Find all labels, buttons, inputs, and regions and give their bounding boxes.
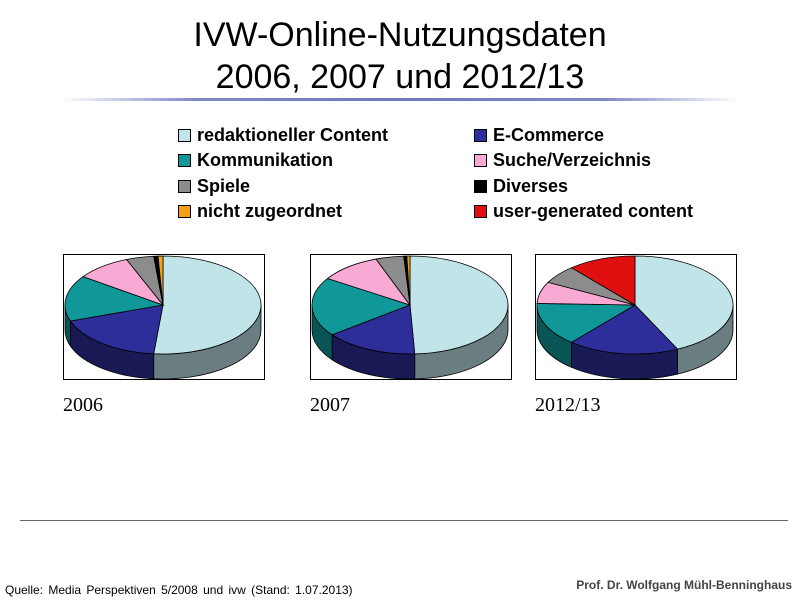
legend-item: Kommunikation bbox=[178, 150, 333, 172]
legend-label: redaktioneller Content bbox=[197, 124, 389, 145]
pie-slice bbox=[406, 255, 411, 306]
legend-swatch bbox=[178, 128, 191, 142]
legend-item: nicht zugeordnet bbox=[178, 201, 342, 223]
pie-slice bbox=[331, 304, 416, 355]
author-credit: Prof. Dr. Wolfgang Mühl-Benninghaus bbox=[576, 578, 792, 592]
pie-svg bbox=[536, 255, 734, 379]
legend-swatch bbox=[178, 179, 191, 193]
legend-label: E-Commerce bbox=[493, 124, 605, 145]
year-label-2007: 2007 bbox=[310, 394, 350, 416]
footer-divider bbox=[20, 520, 788, 521]
legend-item: Diverses bbox=[474, 175, 568, 197]
legend-label: Spiele bbox=[197, 175, 251, 196]
pie-slice bbox=[311, 278, 412, 336]
year-label-2012-13: 2012/13 bbox=[535, 394, 601, 416]
pie-svg bbox=[64, 255, 262, 379]
title-line-2: 2006, 2007 und 2012/13 bbox=[215, 58, 585, 96]
pie-slice bbox=[64, 276, 165, 322]
legend-label: Suche/Verzeichnis bbox=[493, 150, 652, 170]
legend-label: Kommunikation bbox=[197, 150, 334, 170]
legend-swatch bbox=[474, 179, 487, 193]
pie-slice bbox=[570, 255, 636, 306]
pie-slice bbox=[570, 304, 679, 355]
title-divider bbox=[60, 98, 740, 101]
legend-swatch bbox=[474, 154, 487, 167]
legend-swatch bbox=[178, 205, 191, 218]
pie-chart-2012-13 bbox=[535, 254, 737, 380]
legend-item: Spiele bbox=[178, 175, 250, 197]
legend-swatch bbox=[474, 128, 487, 142]
pie-slice bbox=[157, 255, 164, 306]
legend-item: Suche/Verzeichnis bbox=[474, 150, 651, 172]
pie-chart-2006 bbox=[63, 254, 265, 380]
year-label-2006: 2006 bbox=[63, 394, 103, 416]
legend-label: Diverses bbox=[493, 175, 569, 196]
pie-svg bbox=[311, 255, 509, 379]
source-note: Quelle: Media Perspektiven 5/2008 und iv… bbox=[5, 583, 353, 597]
legend-item: E-Commerce bbox=[474, 124, 604, 146]
legend-swatch bbox=[178, 154, 191, 167]
chart-legend: redaktioneller Content E-Commerce Kommunik… bbox=[178, 124, 738, 228]
pie-slice bbox=[536, 303, 637, 343]
legend-item: redaktioneller Content bbox=[178, 124, 388, 146]
legend-swatch bbox=[474, 205, 487, 218]
slide-title: IVW-Online-Nutzungsdaten 2006, 2007 und … bbox=[0, 14, 800, 98]
legend-label: user-generated content bbox=[493, 201, 694, 221]
pie-slice bbox=[634, 255, 734, 350]
pie-slice bbox=[409, 255, 509, 355]
legend-item: user-generated content bbox=[474, 201, 693, 223]
pie-slice bbox=[153, 255, 262, 355]
pie-chart-2007 bbox=[310, 254, 512, 380]
legend-label: nicht zugeordnet bbox=[197, 201, 342, 221]
title-line-1: IVW-Online-Nutzungsdaten bbox=[193, 16, 607, 54]
